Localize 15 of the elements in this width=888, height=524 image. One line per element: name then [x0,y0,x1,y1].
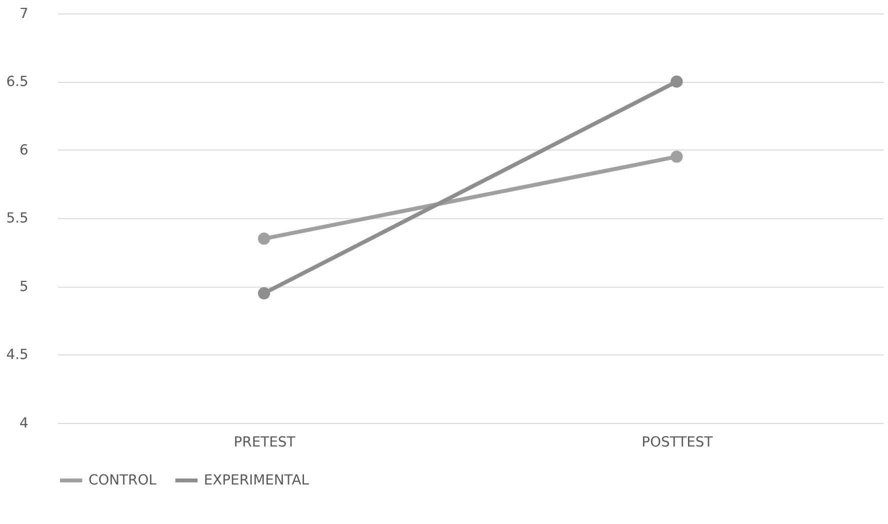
x-tick-label: PRETEST [234,434,296,450]
y-tick-label: 4.5 [6,347,28,364]
point [258,287,270,300]
y-tick-label: 6.5 [6,74,28,90]
point [670,76,683,88]
point [258,232,270,245]
x-tick-label: POSTTEST [642,434,714,450]
y-tick-label: 7 [19,6,28,22]
point [670,150,683,163]
legend-label: CONTROL [88,472,157,488]
y-tick-label: 6 [19,142,28,158]
y-tick-label: 5 [19,278,28,295]
y-tick-label: 5.5 [6,210,28,227]
legend-label: EXPERIMENTAL [204,472,310,488]
y-tick-label: 4 [19,415,28,432]
